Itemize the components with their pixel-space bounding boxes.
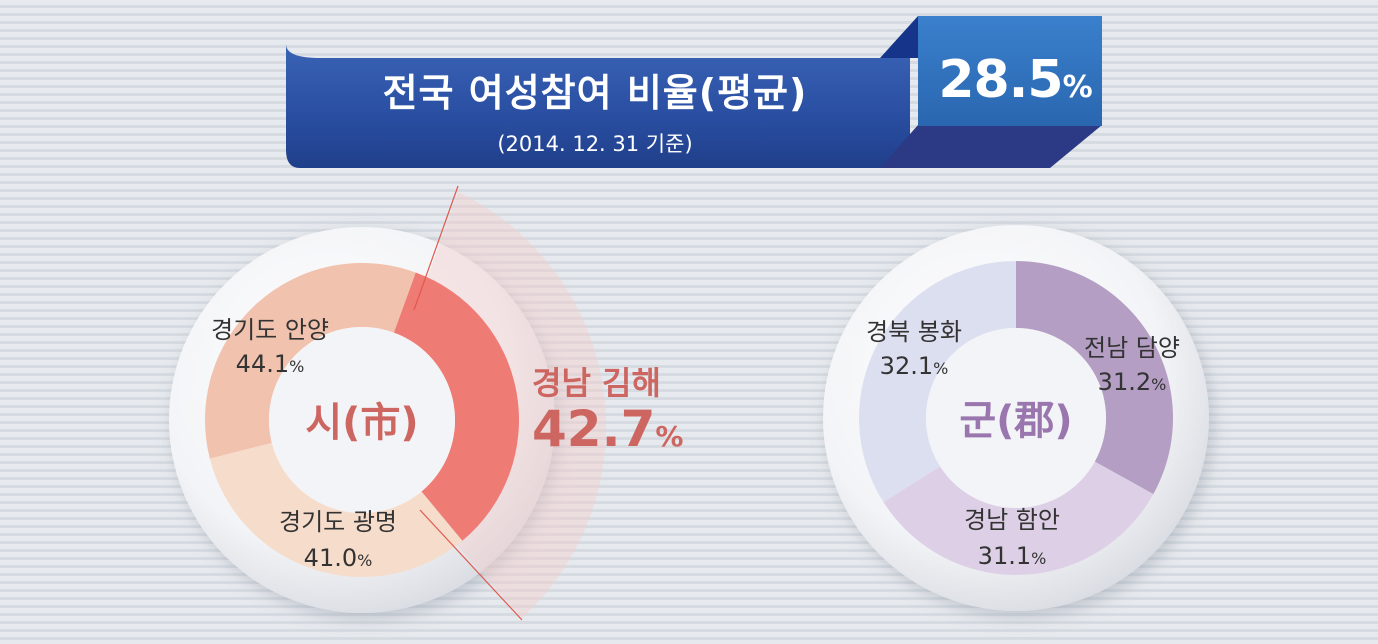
banner-fold-bottom bbox=[880, 125, 1102, 168]
county-slice-2 bbox=[858, 261, 1016, 503]
city-slice-value-highlight: 42.7% bbox=[532, 400, 683, 458]
city-center-label: 시(市) bbox=[305, 400, 418, 446]
page-subtitle: (2014. 12. 31 기준) bbox=[497, 132, 693, 156]
city-slice-label-highlight: 경남 김해 bbox=[532, 364, 661, 402]
county-center-label: 군(郡) bbox=[959, 398, 1072, 444]
city-slice-value-1: 41.0% bbox=[304, 544, 373, 572]
page-title: 전국 여성참여 비율(평균) bbox=[382, 71, 808, 115]
banner-shape bbox=[286, 44, 910, 168]
county-slice-label-1: 경남 함안 bbox=[964, 506, 1060, 534]
average-value: 28.5% bbox=[938, 50, 1092, 110]
city-highlight-line-top bbox=[413, 185, 459, 311]
county-slice-label-0: 전남 담양 bbox=[1084, 334, 1180, 362]
city-slice-0 bbox=[393, 272, 519, 541]
banner-fold-top bbox=[880, 16, 918, 58]
county-slice-value-2: 32.1% bbox=[880, 352, 949, 380]
city-donut: 시(市) 경남 김해 42.7% 경기도 안양 44.1% 경기도 광명 41.… bbox=[169, 185, 683, 621]
county-slice-value-1: 31.1% bbox=[978, 542, 1047, 570]
county-slice-label-2: 경북 봉화 bbox=[866, 318, 962, 346]
header-banner bbox=[286, 16, 1102, 168]
city-highlight-line-bottom bbox=[419, 509, 523, 621]
county-slice-value-0: 31.2% bbox=[1098, 368, 1167, 396]
county-slice-1 bbox=[883, 461, 1154, 575]
city-slice-2 bbox=[205, 263, 416, 459]
city-slice-label-2: 경기도 안양 bbox=[211, 316, 329, 344]
city-slice-label-1: 경기도 광명 bbox=[279, 508, 397, 536]
county-center bbox=[926, 328, 1106, 508]
city-slice-1 bbox=[209, 442, 463, 577]
county-slice-0 bbox=[1016, 261, 1173, 495]
city-center bbox=[269, 327, 455, 513]
average-badge bbox=[918, 16, 1102, 126]
county-donut: 군(郡) 전남 담양 31.2% 경북 봉화 32.1% 경남 함안 31.1% bbox=[823, 225, 1209, 611]
city-slice-value-2: 44.1% bbox=[236, 350, 305, 378]
